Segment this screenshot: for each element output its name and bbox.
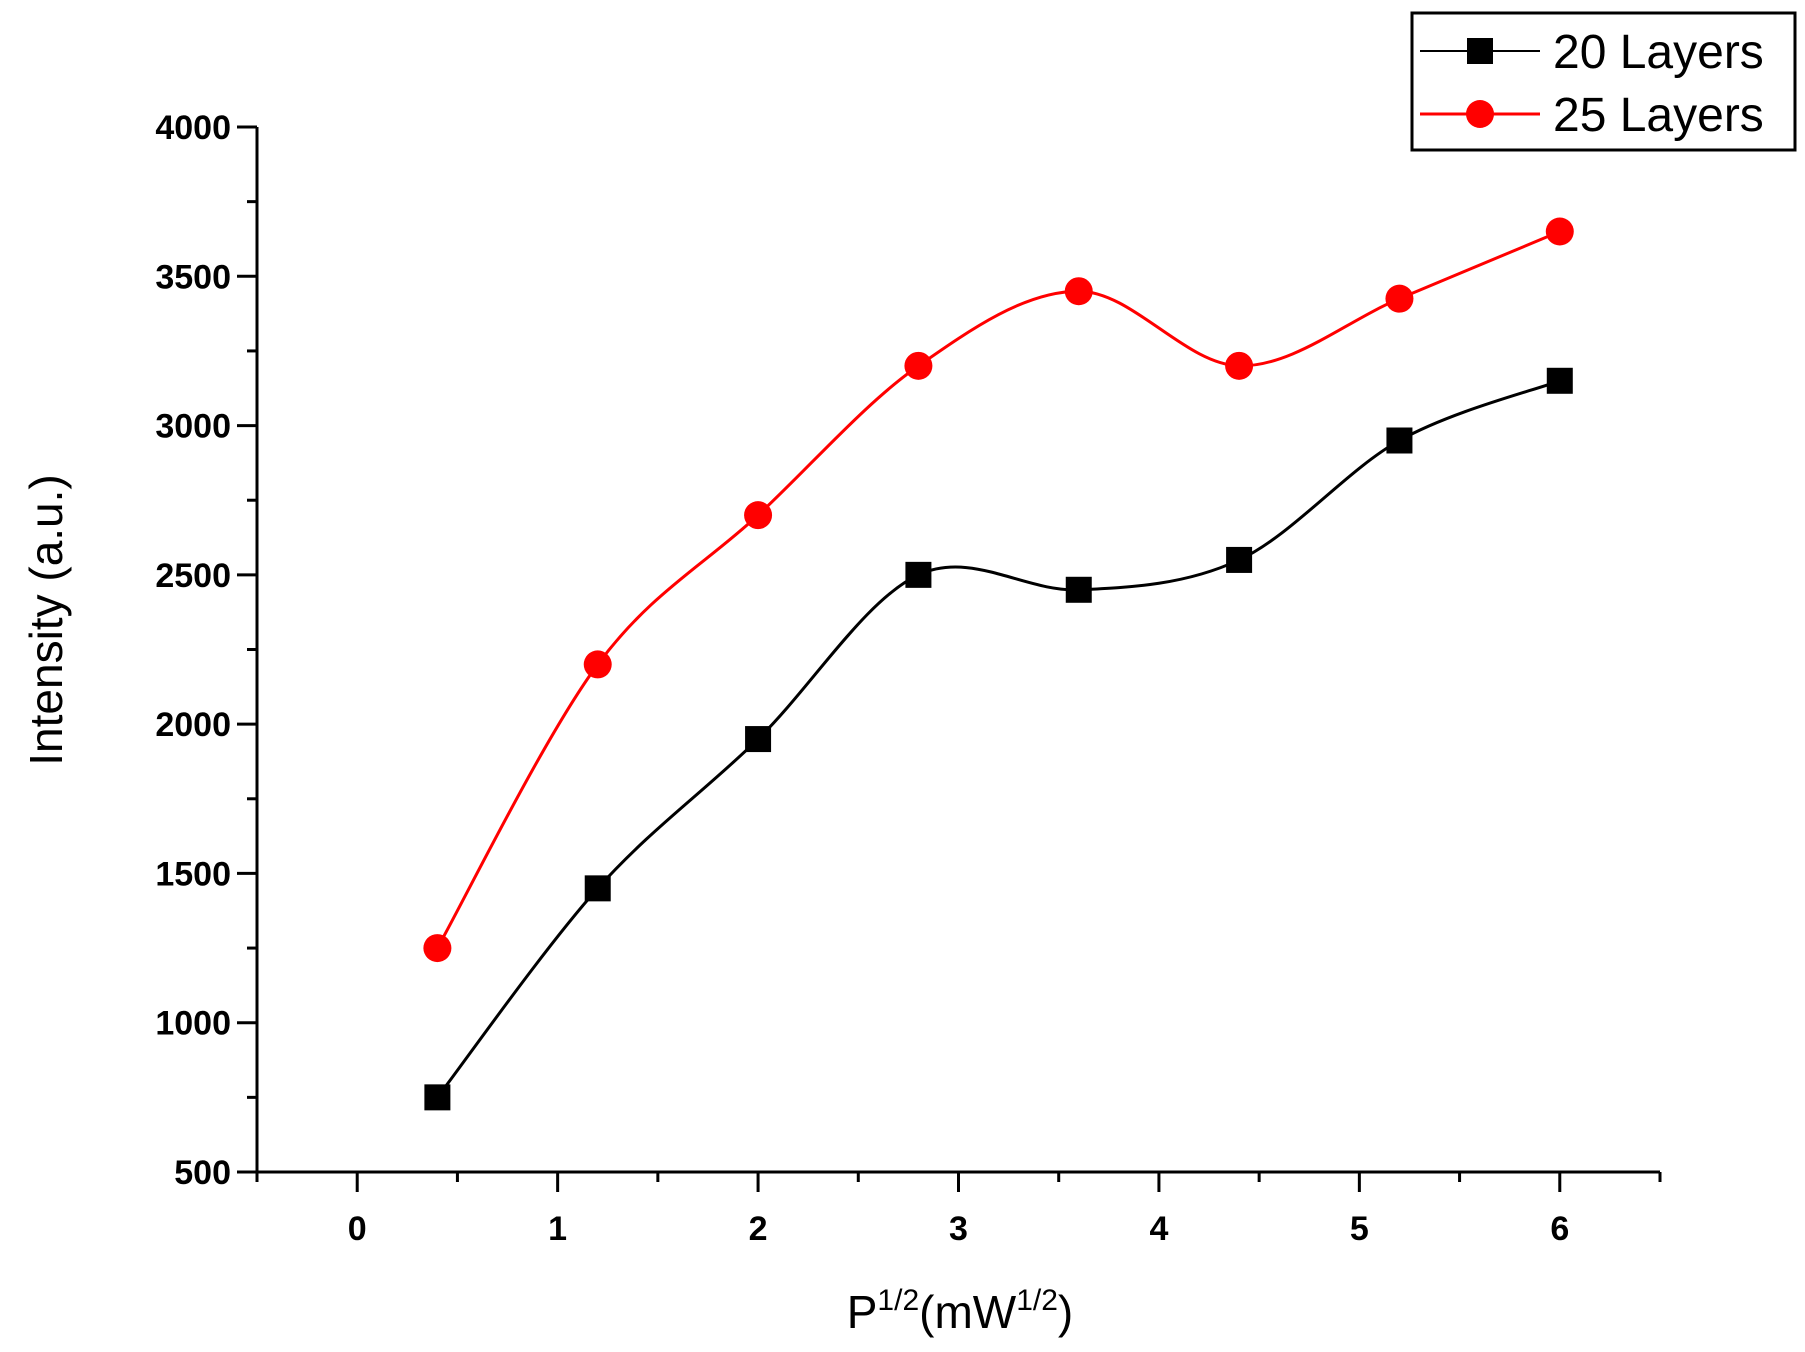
data-point-20-layers xyxy=(1386,427,1413,454)
data-point-20-layers xyxy=(1065,576,1092,603)
x-axis-title-end: ) xyxy=(1058,1286,1073,1338)
x-axis-ticks: 0 1 2 3 4 5 6 xyxy=(255,1172,1662,1248)
data-point-20-layers xyxy=(424,1084,451,1111)
data-point-20-layers xyxy=(745,726,772,753)
y-tick-label: 4000 xyxy=(155,109,231,147)
x-tick-label: 4 xyxy=(1149,1210,1168,1248)
data-point-25-layers xyxy=(1225,351,1254,380)
y-tick-label: 3000 xyxy=(155,408,231,446)
data-point-20-layers xyxy=(584,875,611,902)
legend-item-25-layers: 25 Layers xyxy=(1420,89,1764,142)
x-tick-label: 0 xyxy=(348,1210,367,1248)
data-point-25-layers xyxy=(583,650,612,679)
series-line-25-layers xyxy=(436,230,1561,949)
data-point-25-layers xyxy=(744,501,773,530)
series-20-layers xyxy=(424,367,1573,1111)
y-axis-ticks: 500 1000 1500 2000 2500 3000 3500 4000 xyxy=(155,109,257,1192)
x-axis-title-sup1: 1/2 xyxy=(877,1284,919,1317)
legend-marker-25-layers xyxy=(1466,100,1494,128)
y-tick-label: 2000 xyxy=(155,706,231,744)
series-layer xyxy=(423,217,1574,1111)
data-point-25-layers xyxy=(1385,284,1414,313)
data-point-20-layers xyxy=(905,561,932,588)
x-tick-label: 5 xyxy=(1350,1210,1369,1248)
y-tick-label: 2500 xyxy=(155,557,231,595)
y-tick-label: 1500 xyxy=(155,855,231,893)
legend-item-20-layers: 20 Layers xyxy=(1420,26,1764,79)
x-axis-title-base: P xyxy=(847,1286,878,1338)
data-point-20-layers xyxy=(1226,546,1253,573)
x-tick-label: 6 xyxy=(1550,1210,1569,1248)
x-axis-title: P1/2(mW1/2) xyxy=(847,1284,1074,1338)
data-point-25-layers xyxy=(1545,217,1574,246)
data-point-25-layers xyxy=(1064,277,1093,306)
legend-label-25-layers: 25 Layers xyxy=(1553,89,1764,142)
x-axis-title-mid: (mW xyxy=(919,1286,1017,1338)
series-line-20-layers xyxy=(436,379,1561,1099)
legend-label-20-layers: 20 Layers xyxy=(1553,26,1764,79)
data-point-25-layers xyxy=(904,351,933,380)
x-tick-label: 1 xyxy=(548,1210,567,1248)
axes xyxy=(255,127,1660,1174)
x-axis-title-sup2: 1/2 xyxy=(1016,1284,1058,1317)
y-tick-label: 500 xyxy=(174,1154,231,1192)
y-tick-label: 1000 xyxy=(155,1005,231,1043)
y-axis-title: Intensity (a.u.) xyxy=(20,474,72,765)
data-point-20-layers xyxy=(1546,367,1573,394)
x-tick-label: 2 xyxy=(749,1210,768,1248)
data-point-25-layers xyxy=(423,934,452,963)
series-25-layers xyxy=(423,217,1574,963)
legend: 20 Layers 25 Layers xyxy=(1410,11,1797,152)
y-tick-label: 3500 xyxy=(155,258,231,296)
legend-marker-20-layers xyxy=(1467,38,1493,64)
x-tick-label: 3 xyxy=(949,1210,968,1248)
